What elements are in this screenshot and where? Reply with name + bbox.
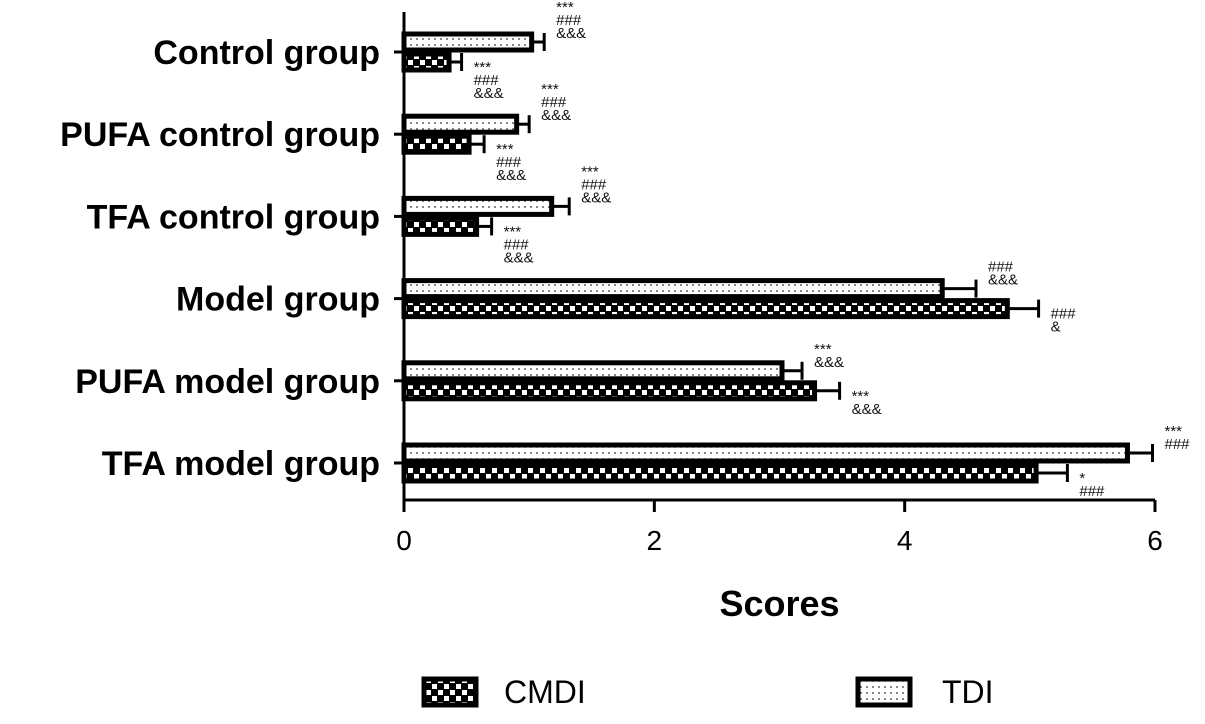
- significance-annotation: ###: [474, 72, 500, 89]
- significance-annotation: &&&: [581, 189, 611, 206]
- significance-annotation: &&&: [852, 401, 882, 418]
- cmdi-bar: [401, 51, 452, 73]
- significance-annotation: &: [1051, 319, 1061, 336]
- significance-annotation: ***: [556, 0, 574, 16]
- significance-annotation: &&&: [556, 25, 586, 42]
- significance-annotation: *: [1079, 470, 1085, 487]
- x-axis-title: Scores: [719, 583, 839, 624]
- cmdi-bar: [401, 215, 480, 237]
- significance-annotation: ###: [504, 236, 530, 253]
- significance-annotation: ***: [1164, 423, 1182, 440]
- cmdi-bar: [401, 380, 818, 402]
- significance-annotation: ###: [988, 259, 1014, 276]
- significance-annotation: ***: [541, 81, 559, 98]
- plot-area: Control group***###&&&***###&&&PUFA cont…: [60, 0, 1190, 624]
- significance-annotation: ***: [496, 141, 514, 158]
- category-label: TFA control group: [87, 198, 380, 236]
- significance-annotation: &&&: [496, 167, 526, 184]
- category-label: Model group: [176, 281, 380, 319]
- cmdi-bar: [401, 298, 1010, 320]
- significance-annotation: ***: [581, 163, 599, 180]
- significance-annotation: &&&: [504, 249, 534, 266]
- significance-annotation: &&&: [541, 107, 571, 124]
- x-tick-label: 4: [897, 525, 913, 556]
- tdi-bar: [401, 360, 785, 382]
- significance-annotation: ###: [581, 176, 607, 193]
- category-label: Control group: [153, 34, 380, 72]
- legend-swatch-tdi: [855, 676, 913, 708]
- significance-annotation: ###: [496, 154, 522, 171]
- significance-annotation: ###: [1164, 436, 1190, 453]
- x-tick-label: 0: [396, 525, 412, 556]
- tdi-bar: [401, 195, 555, 217]
- cmdi-bar: [401, 462, 1039, 484]
- legend-label-cmdi: CMDI: [504, 674, 586, 710]
- x-tick-label: 2: [647, 525, 663, 556]
- tdi-bar: [401, 278, 945, 300]
- significance-annotation: ###: [1051, 306, 1077, 323]
- category-label: TFA model group: [102, 445, 380, 483]
- cmdi-bar: [401, 133, 472, 155]
- significance-annotation: ###: [1079, 483, 1105, 500]
- significance-annotation: &&&: [814, 354, 844, 371]
- legend-label-tdi: TDI: [942, 674, 994, 710]
- x-tick-label: 6: [1147, 525, 1163, 556]
- significance-annotation: ###: [541, 94, 567, 111]
- tdi-bar: [401, 31, 535, 53]
- significance-annotation: ***: [814, 341, 832, 358]
- category-label: PUFA model group: [75, 363, 380, 401]
- significance-annotation: ###: [556, 12, 582, 29]
- significance-annotation: ***: [504, 223, 522, 240]
- significance-annotation: ***: [474, 59, 492, 76]
- significance-annotation: ***: [852, 388, 870, 405]
- tdi-bar: [401, 442, 1130, 464]
- legend-swatch-cmdi: [421, 676, 479, 708]
- significance-annotation: &&&: [474, 85, 504, 102]
- legend: CMDI TDI: [421, 674, 994, 710]
- tdi-bar: [401, 113, 520, 135]
- significance-annotation: &&&: [988, 272, 1018, 289]
- category-label: PUFA control group: [60, 116, 380, 154]
